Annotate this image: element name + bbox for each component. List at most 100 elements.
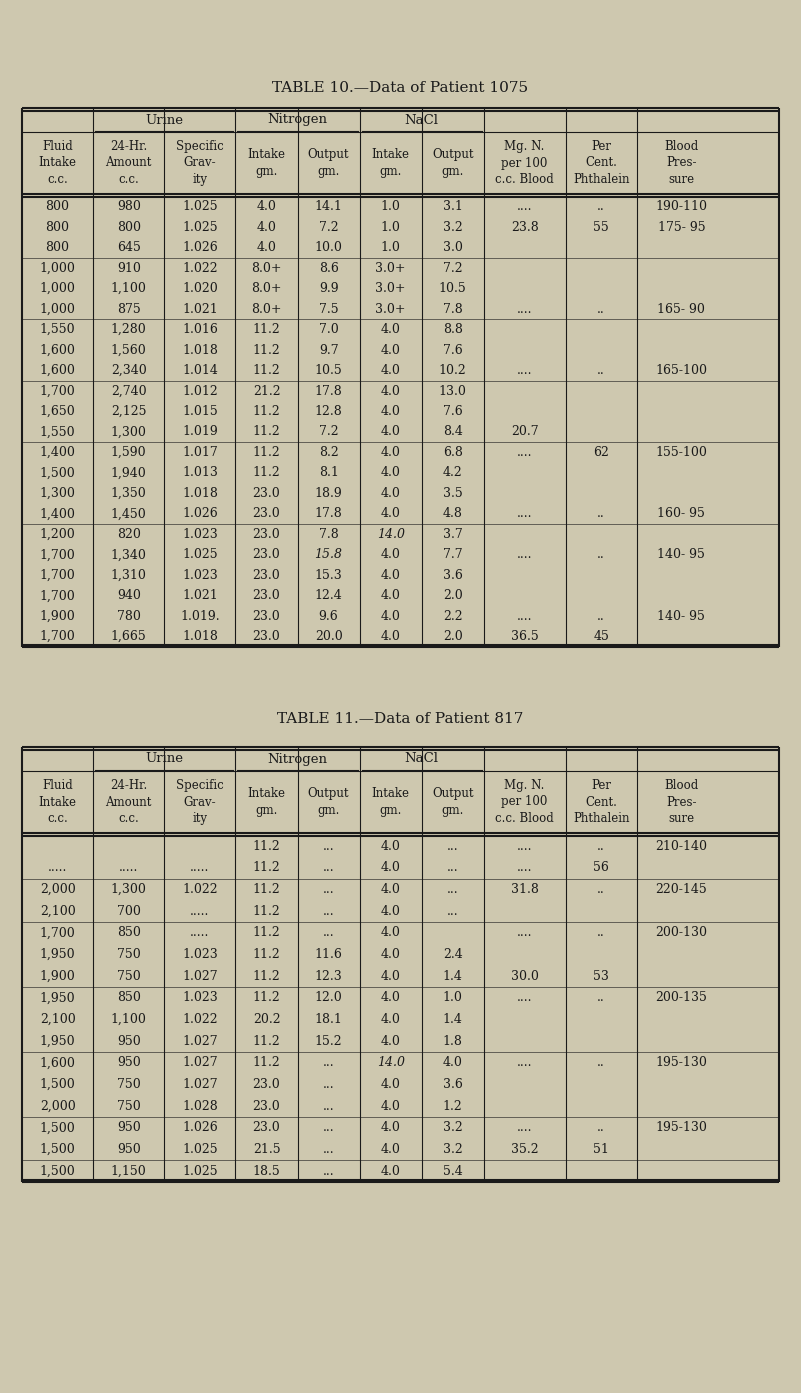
- Text: .....: .....: [48, 861, 67, 875]
- Text: Per
Cent.
Phthalein: Per Cent. Phthalein: [573, 779, 630, 825]
- Text: Nitrogen: Nitrogen: [268, 752, 328, 766]
- Text: 3.6: 3.6: [443, 1078, 463, 1091]
- Text: 4.0: 4.0: [380, 1144, 400, 1156]
- Text: ...: ...: [323, 1099, 334, 1113]
- Text: 7.2: 7.2: [319, 425, 338, 439]
- Text: ..: ..: [598, 549, 605, 561]
- Text: Intake
gm.: Intake gm.: [372, 148, 409, 178]
- Text: Intake
gm.: Intake gm.: [248, 787, 285, 816]
- Text: 1.018: 1.018: [182, 488, 218, 500]
- Text: 1,000: 1,000: [39, 283, 75, 295]
- Text: 780: 780: [117, 610, 141, 623]
- Text: 4.0: 4.0: [380, 384, 400, 397]
- Text: 750: 750: [117, 949, 141, 961]
- Text: 1,950: 1,950: [40, 1035, 75, 1048]
- Text: 1,600: 1,600: [39, 344, 75, 357]
- Text: 24-Hr.
Amount
c.c.: 24-Hr. Amount c.c.: [106, 141, 152, 187]
- Text: 1.027: 1.027: [182, 1056, 218, 1070]
- Text: Fluid
Intake
c.c.: Fluid Intake c.c.: [38, 141, 77, 187]
- Text: 4.0: 4.0: [380, 589, 400, 602]
- Text: 11.2: 11.2: [252, 405, 280, 418]
- Text: 1.019.: 1.019.: [180, 610, 219, 623]
- Text: 950: 950: [117, 1144, 141, 1156]
- Text: 1,600: 1,600: [39, 364, 75, 378]
- Text: 1.025: 1.025: [182, 1165, 218, 1177]
- Text: 1.018: 1.018: [182, 630, 218, 644]
- Text: 4.0: 4.0: [443, 1056, 463, 1070]
- Text: 950: 950: [117, 1056, 141, 1070]
- Text: 2.4: 2.4: [443, 949, 463, 961]
- Text: 1,590: 1,590: [111, 446, 147, 458]
- Text: 875: 875: [117, 302, 141, 316]
- Text: Output
gm.: Output gm.: [308, 148, 349, 178]
- Text: 24-Hr.
Amount
c.c.: 24-Hr. Amount c.c.: [106, 779, 152, 825]
- Text: ...: ...: [447, 905, 458, 918]
- Text: 1,200: 1,200: [40, 528, 75, 540]
- Text: 2,340: 2,340: [111, 364, 147, 378]
- Text: 800: 800: [46, 241, 70, 254]
- Text: 55: 55: [594, 220, 609, 234]
- Text: Blood
Pres-
sure: Blood Pres- sure: [664, 141, 698, 187]
- Text: 1.2: 1.2: [443, 1099, 463, 1113]
- Text: 11.2: 11.2: [252, 970, 280, 983]
- Text: 11.2: 11.2: [252, 949, 280, 961]
- Text: 980: 980: [117, 201, 141, 213]
- Text: 4.0: 4.0: [380, 1078, 400, 1091]
- Text: 8.2: 8.2: [319, 446, 339, 458]
- Text: 12.4: 12.4: [315, 589, 343, 602]
- Text: 7.6: 7.6: [443, 405, 463, 418]
- Text: ..: ..: [598, 840, 605, 853]
- Text: 7.7: 7.7: [443, 549, 462, 561]
- Text: 750: 750: [117, 1078, 141, 1091]
- Text: 1.027: 1.027: [182, 1078, 218, 1091]
- Text: 4.0: 4.0: [380, 992, 400, 1004]
- Text: 11.2: 11.2: [252, 905, 280, 918]
- Text: 1,310: 1,310: [111, 568, 147, 582]
- Text: 1.027: 1.027: [182, 970, 218, 983]
- Text: 1,950: 1,950: [40, 949, 75, 961]
- Text: 20.0: 20.0: [315, 630, 343, 644]
- Text: 1,100: 1,100: [111, 1013, 147, 1027]
- Text: 1,900: 1,900: [40, 610, 75, 623]
- Text: 3.1: 3.1: [443, 201, 463, 213]
- Text: 950: 950: [117, 1035, 141, 1048]
- Text: 23.0: 23.0: [252, 507, 280, 521]
- Text: 3.2: 3.2: [443, 220, 463, 234]
- Text: 950: 950: [117, 1121, 141, 1134]
- Text: 1.023: 1.023: [182, 949, 218, 961]
- Text: Blood
Pres-
sure: Blood Pres- sure: [664, 779, 698, 825]
- Text: ...: ...: [323, 1056, 334, 1070]
- Text: 1.0: 1.0: [443, 992, 463, 1004]
- Text: 4.0: 4.0: [380, 425, 400, 439]
- Text: ..: ..: [598, 364, 605, 378]
- Text: ...: ...: [323, 1121, 334, 1134]
- Text: 12.8: 12.8: [315, 405, 343, 418]
- Text: 11.2: 11.2: [252, 861, 280, 875]
- Text: Fluid
Intake
c.c.: Fluid Intake c.c.: [38, 779, 77, 825]
- Text: Output
gm.: Output gm.: [308, 787, 349, 816]
- Text: Output
gm.: Output gm.: [432, 148, 473, 178]
- Text: 1,700: 1,700: [40, 549, 75, 561]
- Text: 15.2: 15.2: [315, 1035, 342, 1048]
- Text: 700: 700: [117, 905, 141, 918]
- Text: 23.0: 23.0: [252, 549, 280, 561]
- Text: ..: ..: [598, 302, 605, 316]
- Text: 1,000: 1,000: [39, 262, 75, 274]
- Text: 10.0: 10.0: [315, 241, 343, 254]
- Text: ...: ...: [323, 1078, 334, 1091]
- Text: ....: ....: [517, 549, 533, 561]
- Text: 210-140: 210-140: [655, 840, 707, 853]
- Text: 13.0: 13.0: [439, 384, 467, 397]
- Text: 800: 800: [46, 201, 70, 213]
- Text: 195-130: 195-130: [655, 1121, 707, 1134]
- Text: Nitrogen: Nitrogen: [268, 113, 328, 127]
- Text: 11.2: 11.2: [252, 926, 280, 939]
- Text: 8.6: 8.6: [319, 262, 339, 274]
- Text: 4.0: 4.0: [380, 1099, 400, 1113]
- Text: 4.8: 4.8: [443, 507, 463, 521]
- Text: 4.0: 4.0: [380, 467, 400, 479]
- Text: 1.4: 1.4: [443, 970, 463, 983]
- Text: 11.6: 11.6: [315, 949, 343, 961]
- Text: 1.025: 1.025: [182, 201, 218, 213]
- Text: Specific
Grav-
ity: Specific Grav- ity: [176, 141, 223, 187]
